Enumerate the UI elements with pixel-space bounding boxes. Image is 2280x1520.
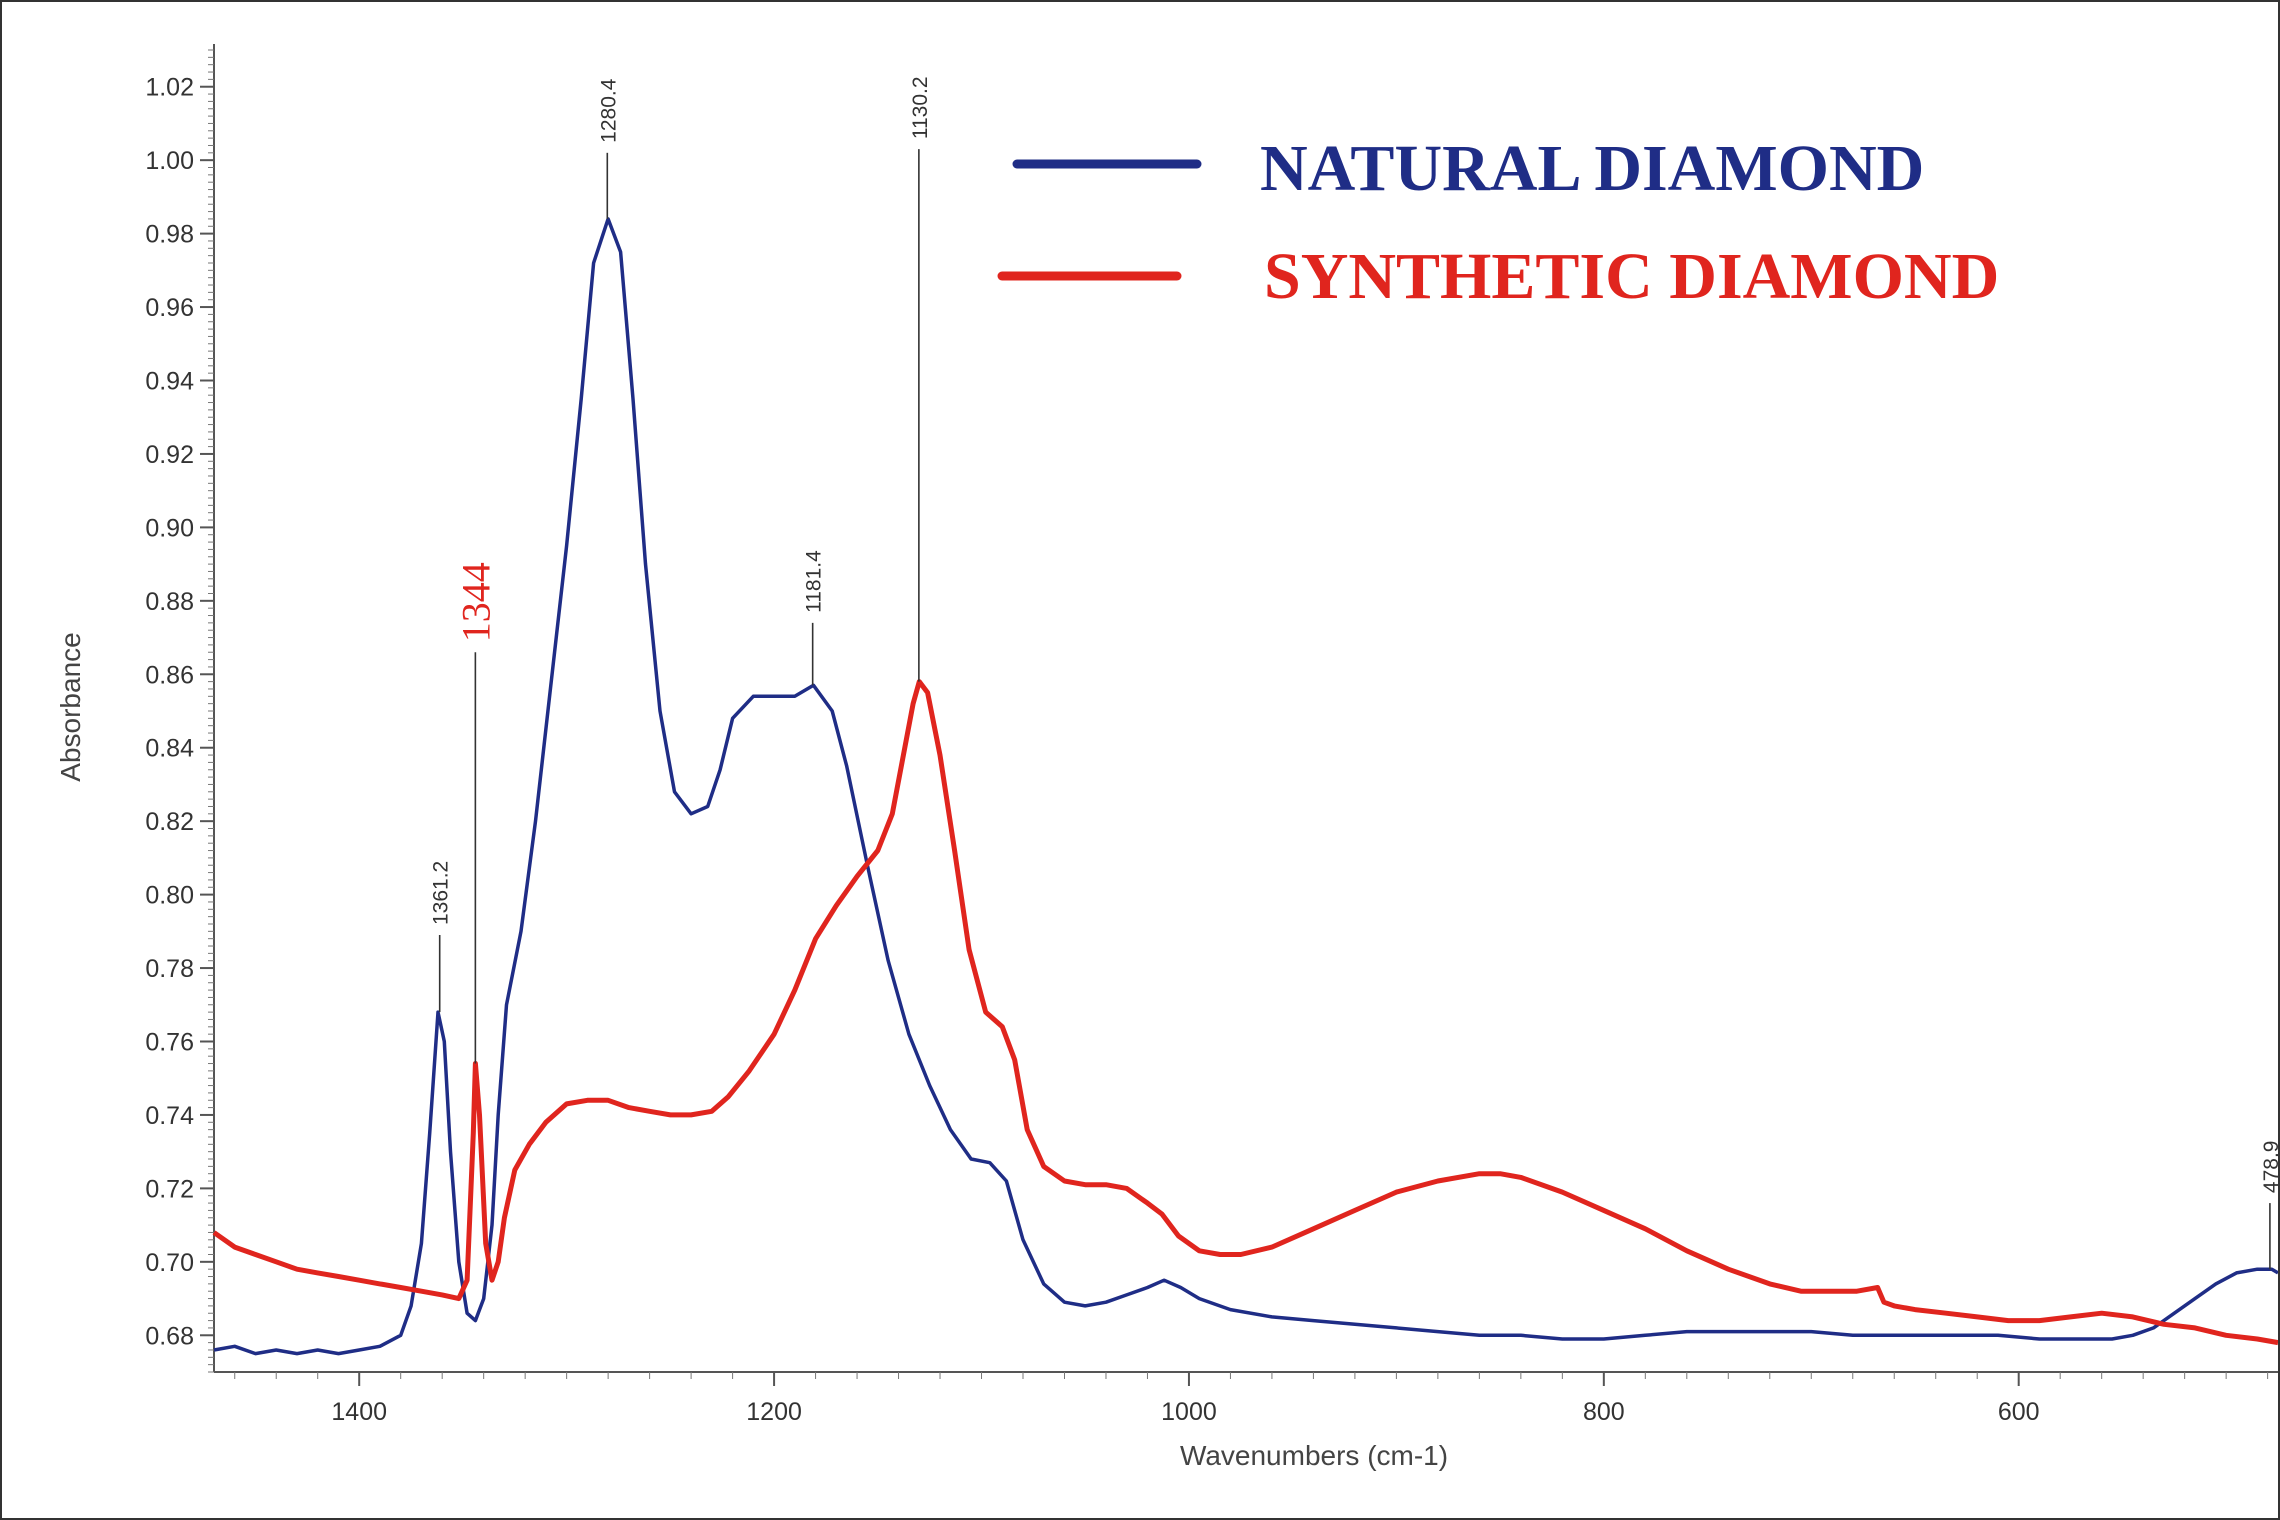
- y-tick-label: 1.02: [145, 74, 194, 102]
- y-tick-label: 0.88: [145, 588, 194, 616]
- y-tick-label: 0.68: [145, 1322, 194, 1350]
- peak-annotations: 1361.2 1344 1280.4 1181.4 1130.2 478.9: [430, 76, 2278, 1270]
- peak-label: 1280.4: [597, 78, 620, 143]
- y-tick-label: 0.80: [145, 882, 194, 910]
- legend-label-synthetic: SYNTHETIC DIAMOND: [1264, 240, 1999, 313]
- y-tick-label: 0.78: [145, 955, 194, 983]
- y-tick-label: 0.92: [145, 441, 194, 469]
- x-tick-label: 1400: [331, 1398, 387, 1426]
- y-tick-label: 1.00: [145, 147, 194, 175]
- y-tick-label: 0.72: [145, 1175, 194, 1203]
- y-tick-label: 0.98: [145, 221, 194, 249]
- series-layer: [212, 217, 2278, 1356]
- peak-label: 1181.4: [803, 550, 826, 613]
- y-tick-label: 0.96: [145, 294, 194, 322]
- y-axis-title: Absorbance: [55, 632, 86, 781]
- x-tick-label: 1200: [746, 1398, 802, 1426]
- peak-label: 1344: [453, 562, 498, 642]
- y-tick-label: 0.70: [145, 1249, 194, 1277]
- y-tick-label: 0.90: [145, 514, 194, 542]
- peak-label: 1130.2: [909, 76, 932, 139]
- y-tick-label: 0.82: [145, 808, 194, 836]
- y-tick-label: 0.86: [145, 661, 194, 689]
- series-line-natural: [213, 217, 2278, 1356]
- y-axis-ticks: 0.68 0.70 0.72 0.74 0.76 0.78 0.80 0.82 0.84 0.86…: [145, 49, 214, 1373]
- legend-label-natural: NATURAL DIAMOND: [1260, 132, 1924, 205]
- series-line-synthetic: [212, 679, 2278, 1346]
- y-tick-label: 0.94: [145, 368, 194, 396]
- legend: NATURAL DIAMOND SYNTHETIC DIAMOND: [997, 132, 1999, 313]
- peak-label: 478.9: [2260, 1141, 2278, 1194]
- y-tick-label: 0.84: [145, 735, 194, 763]
- x-axis-title: Wavenumbers (cm-1): [1180, 1440, 1448, 1471]
- x-tick-label: 1000: [1161, 1398, 1217, 1426]
- y-tick-label: 0.76: [145, 1029, 194, 1057]
- x-axis-ticks: 1400 1200 1000 800 600: [234, 1372, 2269, 1426]
- axes: [213, 44, 2278, 1373]
- x-tick-label: 800: [1583, 1398, 1625, 1426]
- peak-label: 1361.2: [430, 861, 453, 925]
- x-tick-label: 600: [1998, 1398, 2040, 1426]
- y-tick-label: 0.74: [145, 1102, 194, 1130]
